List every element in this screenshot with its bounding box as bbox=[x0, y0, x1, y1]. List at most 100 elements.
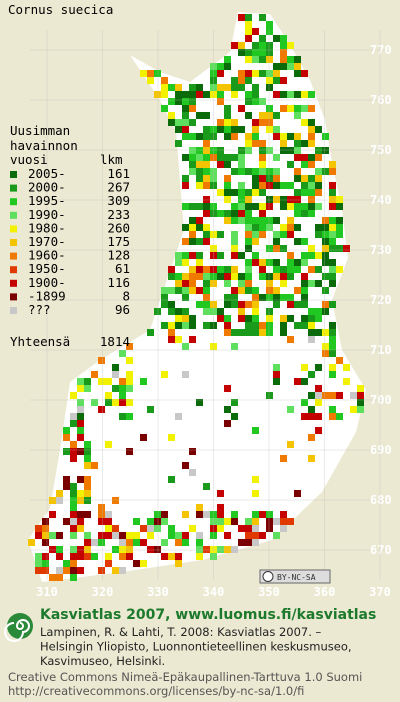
observation-dot bbox=[245, 28, 252, 35]
observation-dot bbox=[217, 91, 224, 98]
observation-dot bbox=[287, 56, 294, 63]
grid-label-y: 690 bbox=[370, 443, 392, 457]
observation-dot bbox=[84, 455, 91, 462]
observation-dot bbox=[147, 525, 154, 532]
observation-dot bbox=[126, 357, 133, 364]
observation-dot bbox=[175, 98, 182, 105]
observation-dot bbox=[287, 182, 294, 189]
observation-dot bbox=[35, 567, 42, 574]
observation-dot bbox=[63, 476, 70, 483]
observation-dot bbox=[203, 154, 210, 161]
observation-dot bbox=[98, 357, 105, 364]
observation-dot bbox=[266, 518, 273, 525]
observation-dot bbox=[147, 70, 154, 77]
observation-dot bbox=[308, 105, 315, 112]
observation-dot bbox=[329, 238, 336, 245]
badge-text: BY-NC-SA bbox=[277, 573, 316, 582]
observation-dot bbox=[266, 77, 273, 84]
observation-dot bbox=[266, 126, 273, 133]
observation-dot bbox=[315, 280, 322, 287]
observation-dot bbox=[315, 252, 322, 259]
observation-dot bbox=[294, 259, 301, 266]
observation-dot bbox=[147, 532, 154, 539]
observation-dot bbox=[98, 518, 105, 525]
observation-dot bbox=[315, 364, 322, 371]
observation-dot bbox=[294, 112, 301, 119]
observation-dot bbox=[182, 238, 189, 245]
observation-dot bbox=[77, 413, 84, 420]
observation-dot bbox=[182, 175, 189, 182]
observation-dot bbox=[280, 322, 287, 329]
observation-dot bbox=[336, 203, 343, 210]
observation-dot bbox=[301, 399, 308, 406]
observation-dot bbox=[259, 49, 266, 56]
observation-dot bbox=[315, 266, 322, 273]
observation-dot bbox=[238, 161, 245, 168]
observation-dot bbox=[189, 91, 196, 98]
observation-dot bbox=[70, 490, 77, 497]
observation-dot bbox=[329, 266, 336, 273]
observation-dot bbox=[287, 406, 294, 413]
observation-dot bbox=[301, 287, 308, 294]
observation-dot bbox=[273, 91, 280, 98]
observation-dot bbox=[189, 105, 196, 112]
legend-swatch bbox=[10, 266, 17, 274]
observation-dot bbox=[84, 490, 91, 497]
grid-label-x: 340 bbox=[203, 585, 225, 599]
observation-dot bbox=[56, 546, 63, 553]
observation-dot bbox=[28, 539, 35, 546]
observation-dot bbox=[301, 91, 308, 98]
legend-count: 161 bbox=[107, 166, 130, 181]
observation-dot bbox=[224, 154, 231, 161]
observation-dot bbox=[231, 42, 238, 49]
observation-dot bbox=[217, 504, 224, 511]
observation-dot bbox=[98, 504, 105, 511]
observation-dot bbox=[231, 203, 238, 210]
observation-dot bbox=[245, 98, 252, 105]
observation-dot bbox=[126, 399, 133, 406]
observation-dot bbox=[203, 210, 210, 217]
observation-dot bbox=[287, 217, 294, 224]
observation-dot bbox=[238, 308, 245, 315]
observation-dot bbox=[336, 357, 343, 364]
observation-dot bbox=[280, 518, 287, 525]
observation-dot bbox=[224, 175, 231, 182]
observation-dot bbox=[329, 343, 336, 350]
legend-heading: havainnon bbox=[10, 138, 78, 153]
observation-dot bbox=[266, 287, 273, 294]
observation-dot bbox=[231, 343, 238, 350]
observation-dot bbox=[77, 525, 84, 532]
legend-label: 1980- bbox=[28, 220, 66, 235]
observation-dot bbox=[126, 343, 133, 350]
observation-dot bbox=[182, 112, 189, 119]
observation-dot bbox=[238, 84, 245, 91]
observation-dot bbox=[308, 182, 315, 189]
observation-dot bbox=[245, 532, 252, 539]
observation-dot bbox=[105, 518, 112, 525]
observation-dot bbox=[280, 455, 287, 462]
observation-dot bbox=[217, 490, 224, 497]
observation-dot bbox=[161, 91, 168, 98]
observation-dot bbox=[294, 168, 301, 175]
observation-dot bbox=[189, 133, 196, 140]
observation-dot bbox=[294, 210, 301, 217]
observation-dot bbox=[259, 147, 266, 154]
observation-dot bbox=[315, 399, 322, 406]
observation-dot bbox=[238, 252, 245, 259]
observation-dot bbox=[280, 273, 287, 280]
legend-column: vuosi bbox=[10, 152, 48, 167]
observation-dot bbox=[70, 525, 77, 532]
observation-dot bbox=[189, 252, 196, 259]
observation-dot bbox=[273, 35, 280, 42]
observation-dot bbox=[231, 273, 238, 280]
observation-dot bbox=[252, 84, 259, 91]
observation-dot bbox=[161, 518, 168, 525]
observation-dot bbox=[182, 371, 189, 378]
observation-dot bbox=[238, 525, 245, 532]
observation-dot bbox=[301, 161, 308, 168]
observation-dot bbox=[336, 231, 343, 238]
observation-dot bbox=[266, 119, 273, 126]
observation-dot bbox=[322, 329, 329, 336]
observation-dot bbox=[182, 343, 189, 350]
legend-label: 1960- bbox=[28, 248, 66, 263]
